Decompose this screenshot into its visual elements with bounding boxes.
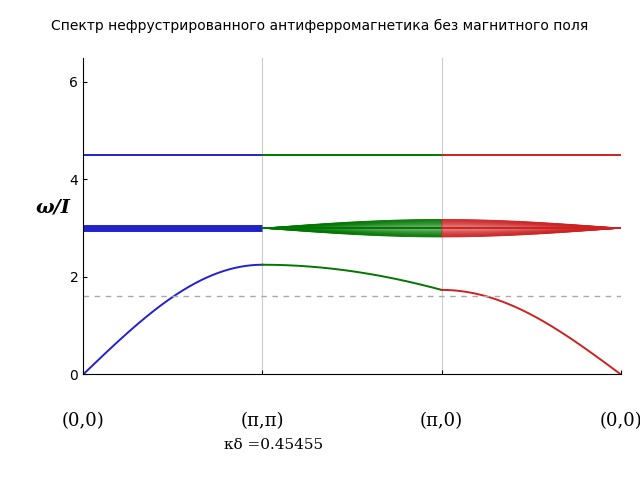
Text: (π,π): (π,π) xyxy=(241,412,284,431)
Text: (0,0): (0,0) xyxy=(62,412,104,431)
Text: Спектр нефрустрированного антиферромагнетика без магнитного поля: Спектр нефрустрированного антиферромагне… xyxy=(51,19,589,33)
Y-axis label: ω/I: ω/I xyxy=(35,198,70,216)
Text: (0,0): (0,0) xyxy=(600,412,640,431)
Text: κδ =0.45455: κδ =0.45455 xyxy=(223,438,323,452)
Text: (π,0): (π,0) xyxy=(420,412,463,431)
